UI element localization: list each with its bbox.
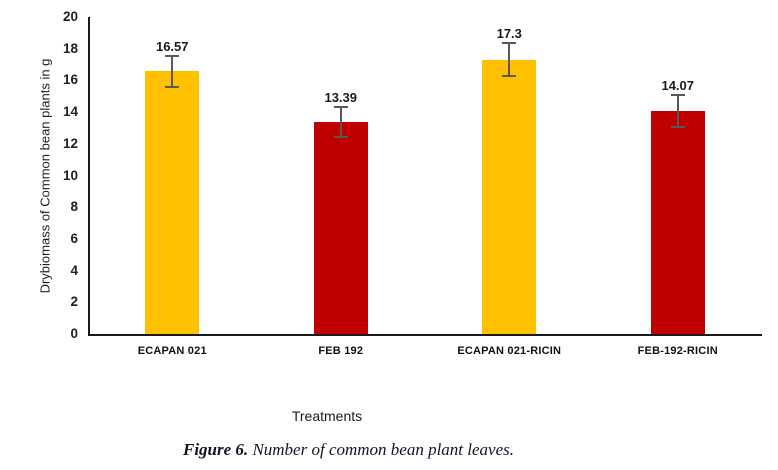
bar-feb-192-ricin [650,110,705,334]
error-bar [508,43,511,77]
y-tick-label: 2 [70,294,78,310]
y-tick-label: 16 [62,72,78,88]
x-category-label: ECAPAN 021 [137,345,207,357]
y-axis-line [88,17,90,336]
x-category-label: ECAPAN 021-RICIN [457,345,562,357]
bar-feb-192 [313,121,368,334]
y-tick-label: 20 [62,9,78,24]
error-bar-cap [165,86,180,89]
data-label: 14.07 [661,78,695,94]
data-label: 13.39 [324,89,358,105]
y-tick-label: 6 [70,230,78,246]
x-category-label: FEB-192-RICIN [637,345,718,357]
error-bar-cap [333,105,348,108]
error-bar [339,106,342,137]
figure-caption-number: Figure 6. [183,440,249,459]
data-label: 16.57 [155,38,189,54]
bar-ecapan-021-ricin [482,59,537,334]
data-label: 17.3 [496,26,522,42]
error-bar-cap [502,42,517,45]
error-bar-cap [165,54,180,57]
y-tick-label: 12 [62,135,78,151]
x-axis-line [88,334,762,336]
y-tick-label: 14 [62,104,78,120]
error-bar-cap [333,135,348,138]
y-tick-label: 0 [70,326,78,341]
error-bar-cap [670,94,685,97]
error-bar [171,55,174,88]
bar-ecapan-021 [145,71,200,334]
error-bar-cap [502,75,517,78]
error-bar [676,95,679,127]
y-tick-label: 4 [70,262,78,278]
figure-caption-text: Number of common bean plant leaves. [248,440,515,459]
x-axis-title: Treatments [291,408,363,424]
figure-caption: Figure 6. Number of common bean plant le… [183,440,743,460]
y-tick-label: 18 [62,40,78,56]
error-bar-cap [670,125,685,128]
y-tick-label: 8 [70,199,78,215]
x-category-label: FEB 192 [318,345,364,357]
y-tick-label: 10 [62,167,78,183]
